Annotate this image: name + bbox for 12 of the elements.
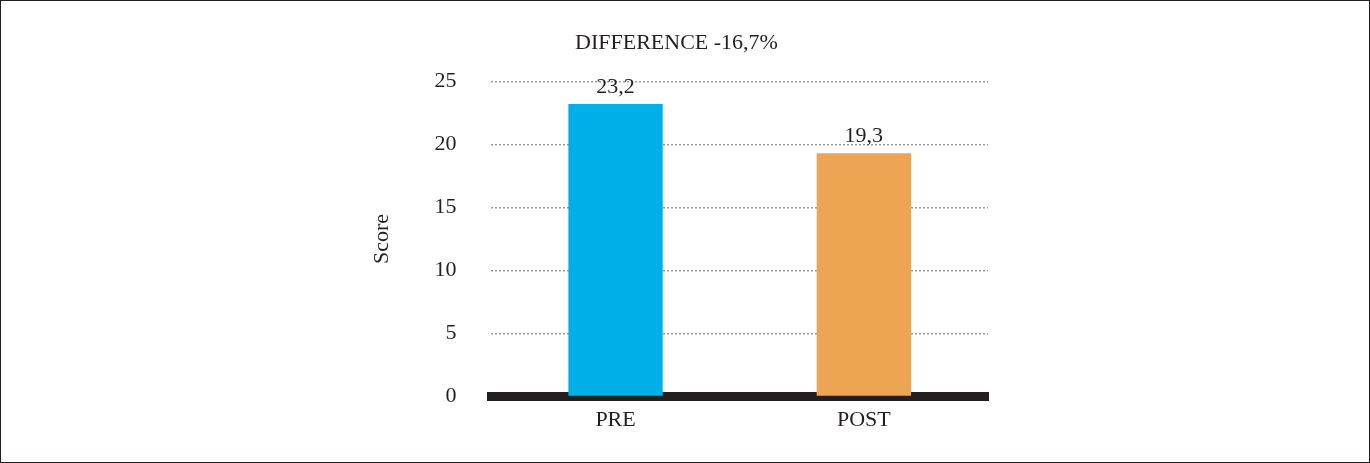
y-axis-title: Score [367, 213, 393, 265]
y-tick-label: 15 [434, 193, 457, 219]
chart-title: DIFFERENCE -16,7% [575, 28, 778, 54]
y-tick-label: 20 [434, 130, 457, 156]
x-tick-label: PRE [595, 405, 636, 431]
data-label: 19,3 [844, 122, 884, 148]
data-label: 23,2 [596, 72, 635, 98]
y-tick-label: 0 [445, 382, 457, 408]
x-tick-label: POST [836, 405, 892, 431]
y-tick-label: 25 [434, 67, 457, 93]
y-tick-label: 5 [445, 319, 457, 345]
y-tick-label: 10 [434, 256, 457, 282]
